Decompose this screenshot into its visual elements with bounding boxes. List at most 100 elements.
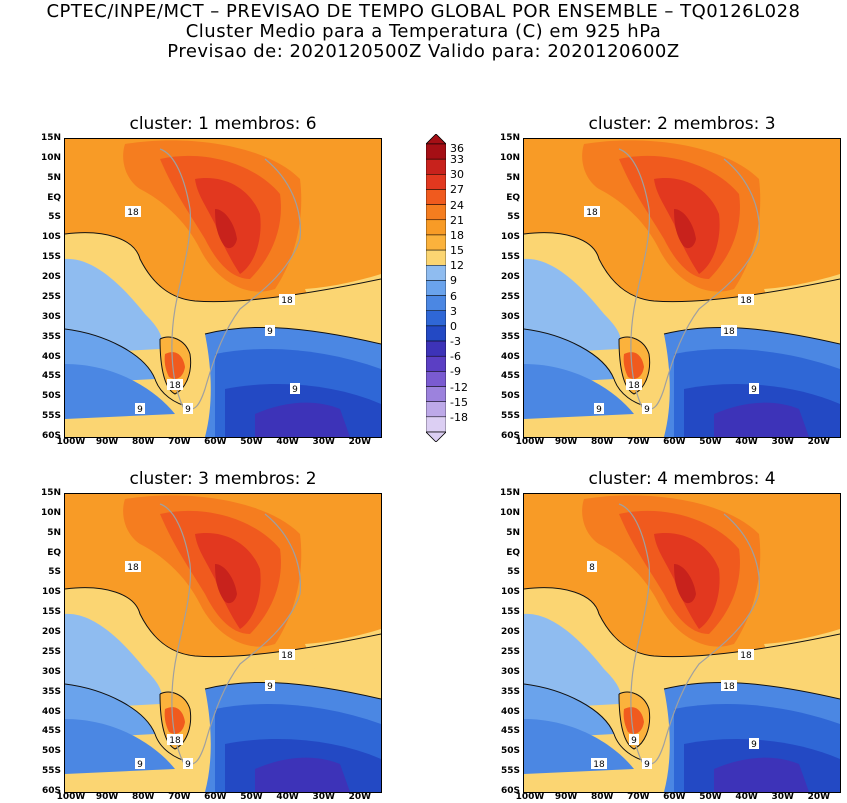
temperature-field: 18 18 9 18 9 9 9 bbox=[65, 139, 381, 437]
contour-label-box bbox=[587, 561, 597, 572]
lat-label: 5S bbox=[48, 212, 61, 223]
lat-label: 5N bbox=[47, 172, 61, 183]
colorbar-label: 24 bbox=[450, 198, 464, 212]
lat-label: 55S bbox=[41, 766, 61, 777]
contour-label-box bbox=[167, 379, 183, 390]
shaded-region bbox=[65, 719, 175, 774]
contour-label-box bbox=[125, 206, 141, 217]
lon-label: 80W bbox=[131, 437, 155, 447]
lat-label: 15S bbox=[500, 252, 520, 263]
lon-label: 70W bbox=[627, 792, 650, 802]
contour-label: 9 bbox=[267, 327, 273, 337]
lat-label: 15S bbox=[41, 607, 61, 618]
contour-label: 9 bbox=[751, 740, 757, 750]
header-line-3: Previsao de: 2020120500Z Valido para: 20… bbox=[167, 41, 680, 62]
colorbar-label: -12 bbox=[450, 380, 468, 394]
lat-label: EQ bbox=[506, 547, 520, 558]
colorbar-segment bbox=[425, 401, 447, 418]
colorbar-segment bbox=[425, 340, 447, 357]
lat-label: 35S bbox=[500, 331, 520, 342]
shaded-region bbox=[714, 757, 809, 792]
lat-label: 10N bbox=[40, 152, 61, 163]
shaded-region bbox=[623, 352, 644, 379]
lat-label: 40S bbox=[500, 706, 520, 717]
shaded-region bbox=[164, 707, 185, 734]
isotherm bbox=[618, 336, 651, 395]
contour-label-box bbox=[279, 649, 295, 660]
lat-label: 50S bbox=[500, 746, 520, 757]
lat-label: 60S bbox=[41, 431, 61, 442]
contour-label-box bbox=[125, 561, 141, 572]
lat-label: 10N bbox=[499, 152, 520, 163]
contour-label-box bbox=[584, 206, 600, 217]
contour-label-box bbox=[183, 403, 193, 414]
lat-label: 10S bbox=[41, 587, 61, 598]
lon-label: 20W bbox=[807, 792, 831, 802]
lon-label: 50W bbox=[240, 437, 263, 447]
contour-label-box bbox=[167, 734, 183, 745]
contour-label: 9 bbox=[137, 760, 143, 770]
lat-label: 15S bbox=[500, 607, 520, 618]
lon-label: 50W bbox=[699, 437, 722, 447]
colorbar-segment bbox=[425, 310, 447, 327]
shaded-region bbox=[623, 707, 644, 734]
lat-label: 30S bbox=[500, 311, 520, 322]
colorbar-label: 30 bbox=[450, 168, 464, 182]
shaded-region bbox=[524, 258, 621, 354]
lat-label: 10N bbox=[499, 507, 520, 518]
lon-label: 60W bbox=[663, 437, 686, 447]
colorbar-segment bbox=[425, 325, 447, 342]
isotherm bbox=[65, 328, 191, 408]
lat-label: 15N bbox=[499, 488, 520, 498]
colorbar bbox=[425, 133, 447, 443]
lon-label: 40W bbox=[276, 437, 299, 447]
lat-label: 5N bbox=[47, 527, 61, 538]
contour-label: 18 bbox=[740, 296, 752, 306]
lon-label: 100W bbox=[515, 792, 545, 802]
lat-label: 20S bbox=[500, 627, 520, 638]
isotherm bbox=[159, 336, 192, 395]
lon-label: 70W bbox=[627, 437, 650, 447]
coastline bbox=[159, 148, 302, 410]
contour-label: 9 bbox=[751, 385, 757, 395]
coastline bbox=[618, 503, 761, 765]
isotherm bbox=[159, 691, 192, 750]
contour-label: 18 bbox=[127, 208, 139, 218]
contour-label-box bbox=[642, 758, 652, 769]
contour-label: 9 bbox=[185, 405, 191, 415]
shaded-region bbox=[674, 209, 696, 249]
header-line-1: CPTEC/INPE/MCT – PREVISAO DE TEMPO GLOBA… bbox=[46, 1, 801, 22]
isotherm bbox=[524, 328, 650, 408]
lat-label: 15N bbox=[40, 133, 61, 143]
colorbar-label: 27 bbox=[450, 183, 464, 197]
lon-label: 70W bbox=[168, 437, 191, 447]
lat-label: 35S bbox=[41, 331, 61, 342]
lat-label: 30S bbox=[41, 666, 61, 677]
panel-title-3: cluster: 3 membros: 2 bbox=[129, 469, 317, 489]
lat-label: 15N bbox=[40, 488, 61, 498]
colorbar-segment bbox=[425, 234, 447, 251]
lat-label: 5S bbox=[507, 212, 520, 223]
isotherm bbox=[618, 691, 651, 750]
panel-title-4: cluster: 4 membros: 4 bbox=[588, 469, 776, 489]
contour-label: 18 bbox=[628, 381, 640, 391]
contour-label: 18 bbox=[593, 760, 605, 770]
contour-label-box bbox=[135, 403, 145, 414]
contour-label-box bbox=[265, 325, 275, 336]
contour-label: 9 bbox=[267, 682, 273, 692]
isotherm bbox=[524, 683, 650, 763]
temperature-field: 18 18 9 18 9 9 bbox=[65, 494, 381, 792]
lat-label: 30S bbox=[500, 666, 520, 677]
colorbar-segment bbox=[425, 355, 447, 372]
lon-label: 30W bbox=[771, 792, 794, 802]
contour-label: 9 bbox=[292, 385, 298, 395]
lat-label: 10S bbox=[500, 587, 520, 598]
lon-label: 20W bbox=[348, 792, 372, 802]
lon-label: 100W bbox=[56, 437, 86, 447]
temperature-field: 18 18 18 18 9 9 9 bbox=[524, 139, 840, 437]
colorbar-label: 12 bbox=[450, 259, 464, 273]
lat-label: 25S bbox=[500, 646, 520, 657]
contour-label: 9 bbox=[137, 405, 143, 415]
lat-label: 20S bbox=[41, 272, 61, 283]
lon-label: 100W bbox=[56, 792, 86, 802]
